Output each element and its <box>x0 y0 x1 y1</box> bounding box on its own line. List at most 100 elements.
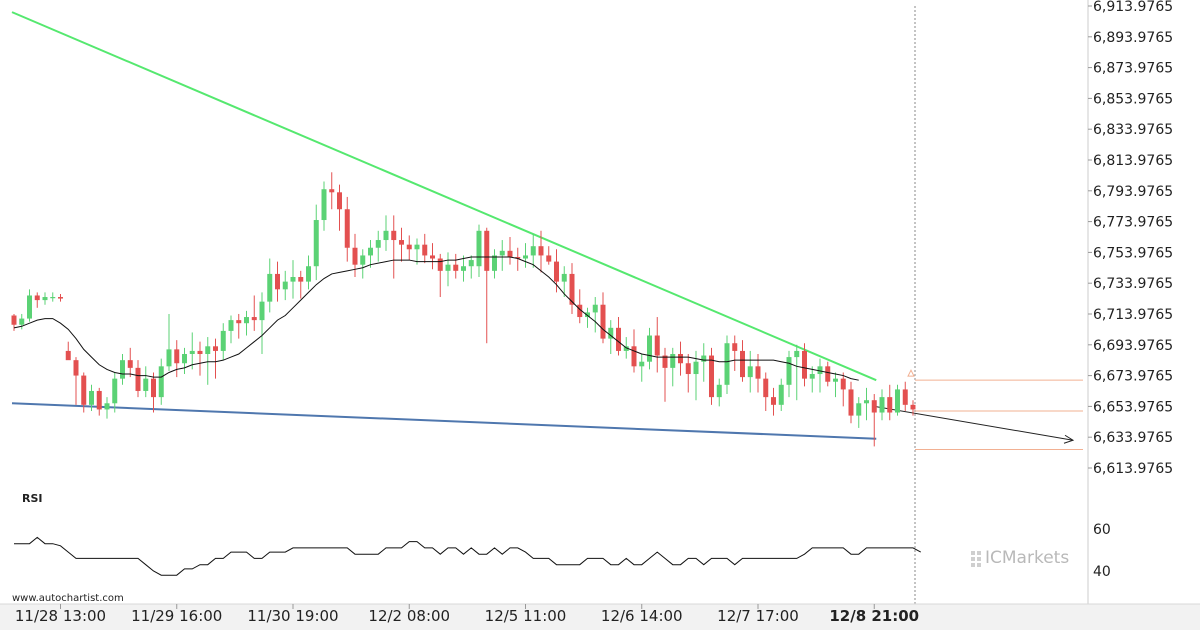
candle-body <box>73 360 79 376</box>
candle-body <box>453 264 459 271</box>
candle <box>228 315 234 344</box>
y-tick-label: 6,673.9765 <box>1093 369 1173 385</box>
candle-body <box>639 361 645 367</box>
candle <box>143 366 149 398</box>
candle <box>724 335 730 395</box>
candle <box>352 233 358 278</box>
candle <box>825 361 831 387</box>
candle <box>337 184 342 231</box>
candle <box>794 344 800 401</box>
candle-body <box>213 346 218 351</box>
candle <box>732 335 738 371</box>
y-tick-label: 6,633.9765 <box>1093 430 1173 446</box>
candle-body <box>623 346 629 351</box>
candle-body <box>608 327 614 339</box>
candle-body <box>65 350 71 361</box>
candle <box>50 292 56 302</box>
candle <box>89 384 94 411</box>
trend-lines-layer <box>11 11 1083 450</box>
candle <box>592 297 598 333</box>
rsi-tick-label: 40 <box>1093 564 1111 580</box>
candle-body <box>244 317 249 324</box>
candle-body <box>158 366 164 398</box>
candle-body <box>833 378 838 382</box>
candle-body <box>422 244 428 256</box>
candle-body <box>275 273 280 290</box>
candle <box>468 255 474 279</box>
candle <box>492 249 497 279</box>
candle-body <box>654 335 660 356</box>
candle-body <box>313 220 319 267</box>
candle-body <box>871 400 877 413</box>
candle <box>693 350 699 401</box>
candle-body <box>507 250 513 257</box>
candle-body <box>554 261 559 282</box>
candle-body <box>267 273 273 302</box>
candle-body <box>306 266 311 282</box>
candle-body <box>716 384 722 398</box>
candle <box>585 307 590 328</box>
candle <box>763 372 769 411</box>
candle <box>670 347 676 387</box>
candle-body <box>732 343 738 351</box>
candle <box>778 378 784 411</box>
candle-body <box>81 375 87 405</box>
forecast-arrow-line <box>874 405 1074 441</box>
candle <box>81 372 87 413</box>
candle <box>600 292 606 344</box>
candle-body <box>709 355 714 398</box>
candle-body <box>499 250 505 256</box>
candle <box>771 387 776 416</box>
source-label: www.autochartist.com <box>12 593 124 604</box>
candle <box>42 292 48 305</box>
candle-body <box>546 255 552 262</box>
candle <box>298 270 304 299</box>
candle-body <box>259 301 265 321</box>
candle <box>391 215 397 279</box>
candle-body <box>538 246 544 256</box>
candle <box>406 235 412 261</box>
candle <box>282 270 288 301</box>
candle <box>306 255 311 290</box>
candle <box>685 354 691 393</box>
candle <box>27 289 32 322</box>
x-tick-label: 11/29 16:00 <box>131 607 222 625</box>
candle <box>422 233 428 264</box>
candle-body <box>740 350 745 378</box>
candle-body <box>492 255 497 271</box>
candle-body <box>383 230 389 241</box>
candle <box>515 247 521 271</box>
candle-body <box>895 389 900 413</box>
x-tick-label: 11/30 19:00 <box>247 607 338 625</box>
y-axis-panel <box>1088 0 1200 630</box>
candle <box>11 313 17 331</box>
candle-body <box>414 244 420 250</box>
y-tick-label: 6,773.9765 <box>1093 215 1173 231</box>
candle-body <box>910 404 916 410</box>
y-tick-label: 6,693.9765 <box>1093 338 1173 354</box>
candle-body <box>120 360 125 379</box>
candle-body <box>887 397 893 413</box>
candle <box>809 366 815 393</box>
candle-body <box>251 317 257 321</box>
candle <box>786 350 792 398</box>
candle-body <box>197 350 203 355</box>
forecast-arrow-head <box>1063 434 1075 444</box>
candle <box>34 292 40 308</box>
candle-body <box>678 354 683 364</box>
candle-body <box>647 335 652 362</box>
candle-body <box>693 361 699 375</box>
candle <box>833 372 838 398</box>
candle <box>538 230 544 273</box>
brand-logo: ICMarkets <box>971 548 1069 568</box>
candle-body <box>112 378 118 404</box>
x-tick-label: 11/28 13:00 <box>15 607 106 625</box>
candle-body <box>58 297 63 299</box>
candle-body <box>282 281 288 290</box>
candle <box>360 249 366 279</box>
breakout-marker <box>907 369 915 377</box>
candle <box>213 338 218 379</box>
candle <box>569 263 575 314</box>
candle <box>58 293 63 302</box>
candle <box>220 323 226 361</box>
